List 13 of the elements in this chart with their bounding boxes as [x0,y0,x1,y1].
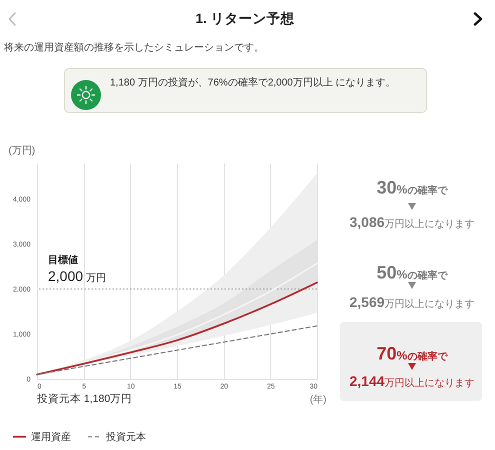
line-series [36,282,318,376]
chart-subtitle: 将来の運用資産額の推移を示したシミュレーションです。 [4,42,264,54]
text: 50%の確率で 2,569万円以上になります [349,262,475,310]
legend-label: 投資元本 [105,430,146,443]
text: 投資元本 1,180万円 [37,392,132,406]
x-axis-title: (年) [310,394,326,406]
legend-label: 運用資産 [31,430,71,443]
text: 1,180 万円の投資が、76%の確率で2,000万円以上 になります。 [110,77,396,89]
chart-title: 1. リターン予想 [195,10,295,26]
text: 70%の確率で 2,144万円以上になります [349,343,475,389]
y-axis-title: (万円) [8,146,36,156]
text: 30%の確率で 3,086万円以上になります [349,177,475,230]
ref-line-label: 目標値 2,000 万円 [48,254,106,284]
